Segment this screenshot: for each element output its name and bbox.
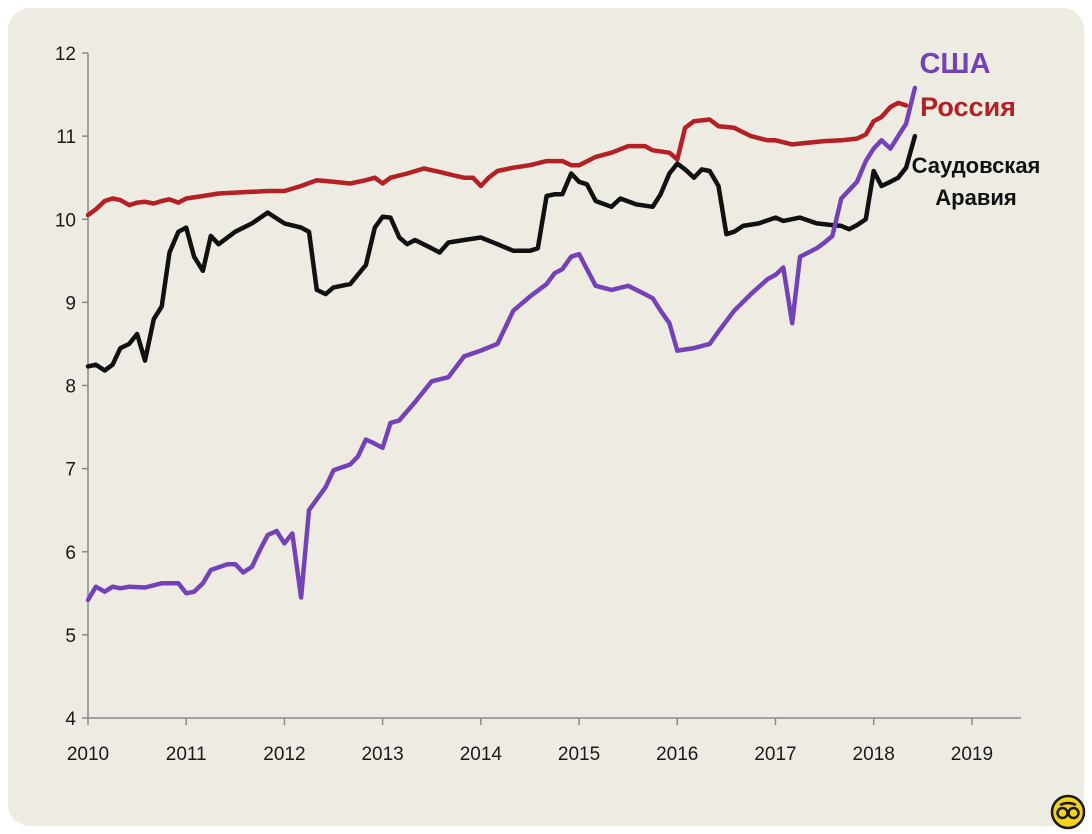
- series-layer: [85, 85, 918, 603]
- x-tick-label: 2018: [853, 744, 895, 765]
- y-tick-label: 7: [65, 460, 76, 481]
- y-tick-label: 12: [55, 44, 76, 65]
- y-tick-label: 9: [65, 293, 76, 314]
- y-tick-label: 6: [65, 543, 76, 564]
- series-line-usa: [85, 85, 918, 603]
- series-label-usa: США: [919, 48, 990, 80]
- y-tick-label: 11: [56, 127, 76, 148]
- axes: [87, 53, 1021, 719]
- x-tick-label: 2010: [67, 744, 109, 765]
- x-tick-label: 2019: [951, 744, 993, 765]
- y-tick-label: 5: [65, 626, 76, 647]
- y-tick-label: 4: [65, 709, 76, 730]
- y-tick-label: 10: [55, 210, 76, 231]
- x-tick-label: 2016: [656, 744, 698, 765]
- y-tick-label: 8: [65, 377, 76, 398]
- ticks: 4 5 6 7 8 9 10 11 12 2010 2011 2012 2013 2014 2015 2016…: [55, 44, 993, 765]
- chart-card: 4 5 6 7 8 9 10 11 12 2010 2011 2012 2013 2014 2015 2016…: [8, 8, 1086, 830]
- x-tick-label: 2014: [460, 744, 503, 765]
- x-tick-label: 2017: [754, 744, 796, 765]
- x-tick-label: 2012: [263, 744, 305, 765]
- line-chart: 4 5 6 7 8 9 10 11 12 2010 2011 2012 2013 2014 2015 2016…: [55, 44, 1041, 765]
- logo-icon: [1050, 794, 1086, 830]
- series-labels: Россия Саудовская Аравия США: [912, 48, 1041, 210]
- x-tick-label: 2011: [166, 744, 207, 765]
- series-line-russia: [85, 100, 909, 218]
- series-label-saudi: Аравия: [935, 185, 1016, 210]
- series-label-russia: Россия: [920, 92, 1016, 122]
- x-tick-label: 2015: [558, 744, 600, 765]
- x-tick-label: 2013: [361, 744, 403, 765]
- series-line-saudi: [85, 133, 918, 373]
- series-label-saudi: Саудовская: [912, 153, 1041, 178]
